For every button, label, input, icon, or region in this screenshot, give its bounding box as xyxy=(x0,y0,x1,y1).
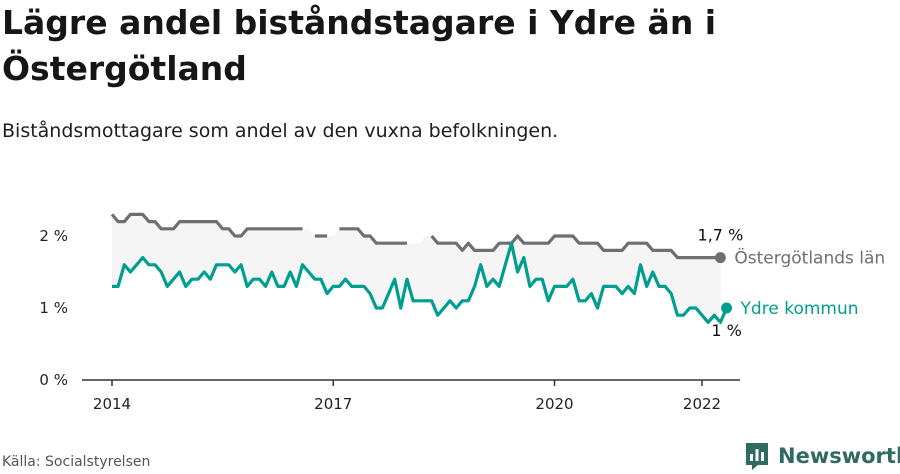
series-end-point xyxy=(721,302,733,314)
x-tick-label: 2020 xyxy=(535,395,573,413)
brand-name: Newsworthy xyxy=(778,444,900,468)
series-name-label: Ydre kommun xyxy=(740,299,859,319)
range-band xyxy=(112,214,721,323)
chart-title: Lägre andel biståndstagare i Ydre än i Ö… xyxy=(2,3,717,88)
series-end-point xyxy=(714,252,726,264)
y-tick-label: 2 % xyxy=(39,227,68,245)
series-line-ostergotland xyxy=(110,212,721,260)
brand-logo: Newsworthy xyxy=(744,440,900,472)
series-line-ydre xyxy=(112,241,729,324)
x-tick-label: 2017 xyxy=(314,395,352,413)
series-name-label: Östergötlands län xyxy=(734,247,885,269)
x-tick-label: 2022 xyxy=(683,395,721,413)
y-tick-label: 1 % xyxy=(39,299,68,317)
source-note: Källa: Socialstyrelsen xyxy=(2,454,151,470)
chart-subtitle: Biståndsmottagare som andel av den vuxna… xyxy=(2,120,559,142)
y-tick-label: 0 % xyxy=(39,371,68,389)
newsworthy-logo-icon xyxy=(746,443,768,470)
series-value-label: 1 % xyxy=(711,321,741,340)
x-tick-label: 2014 xyxy=(93,395,131,413)
series-value-label: 1,7 % xyxy=(698,226,744,245)
